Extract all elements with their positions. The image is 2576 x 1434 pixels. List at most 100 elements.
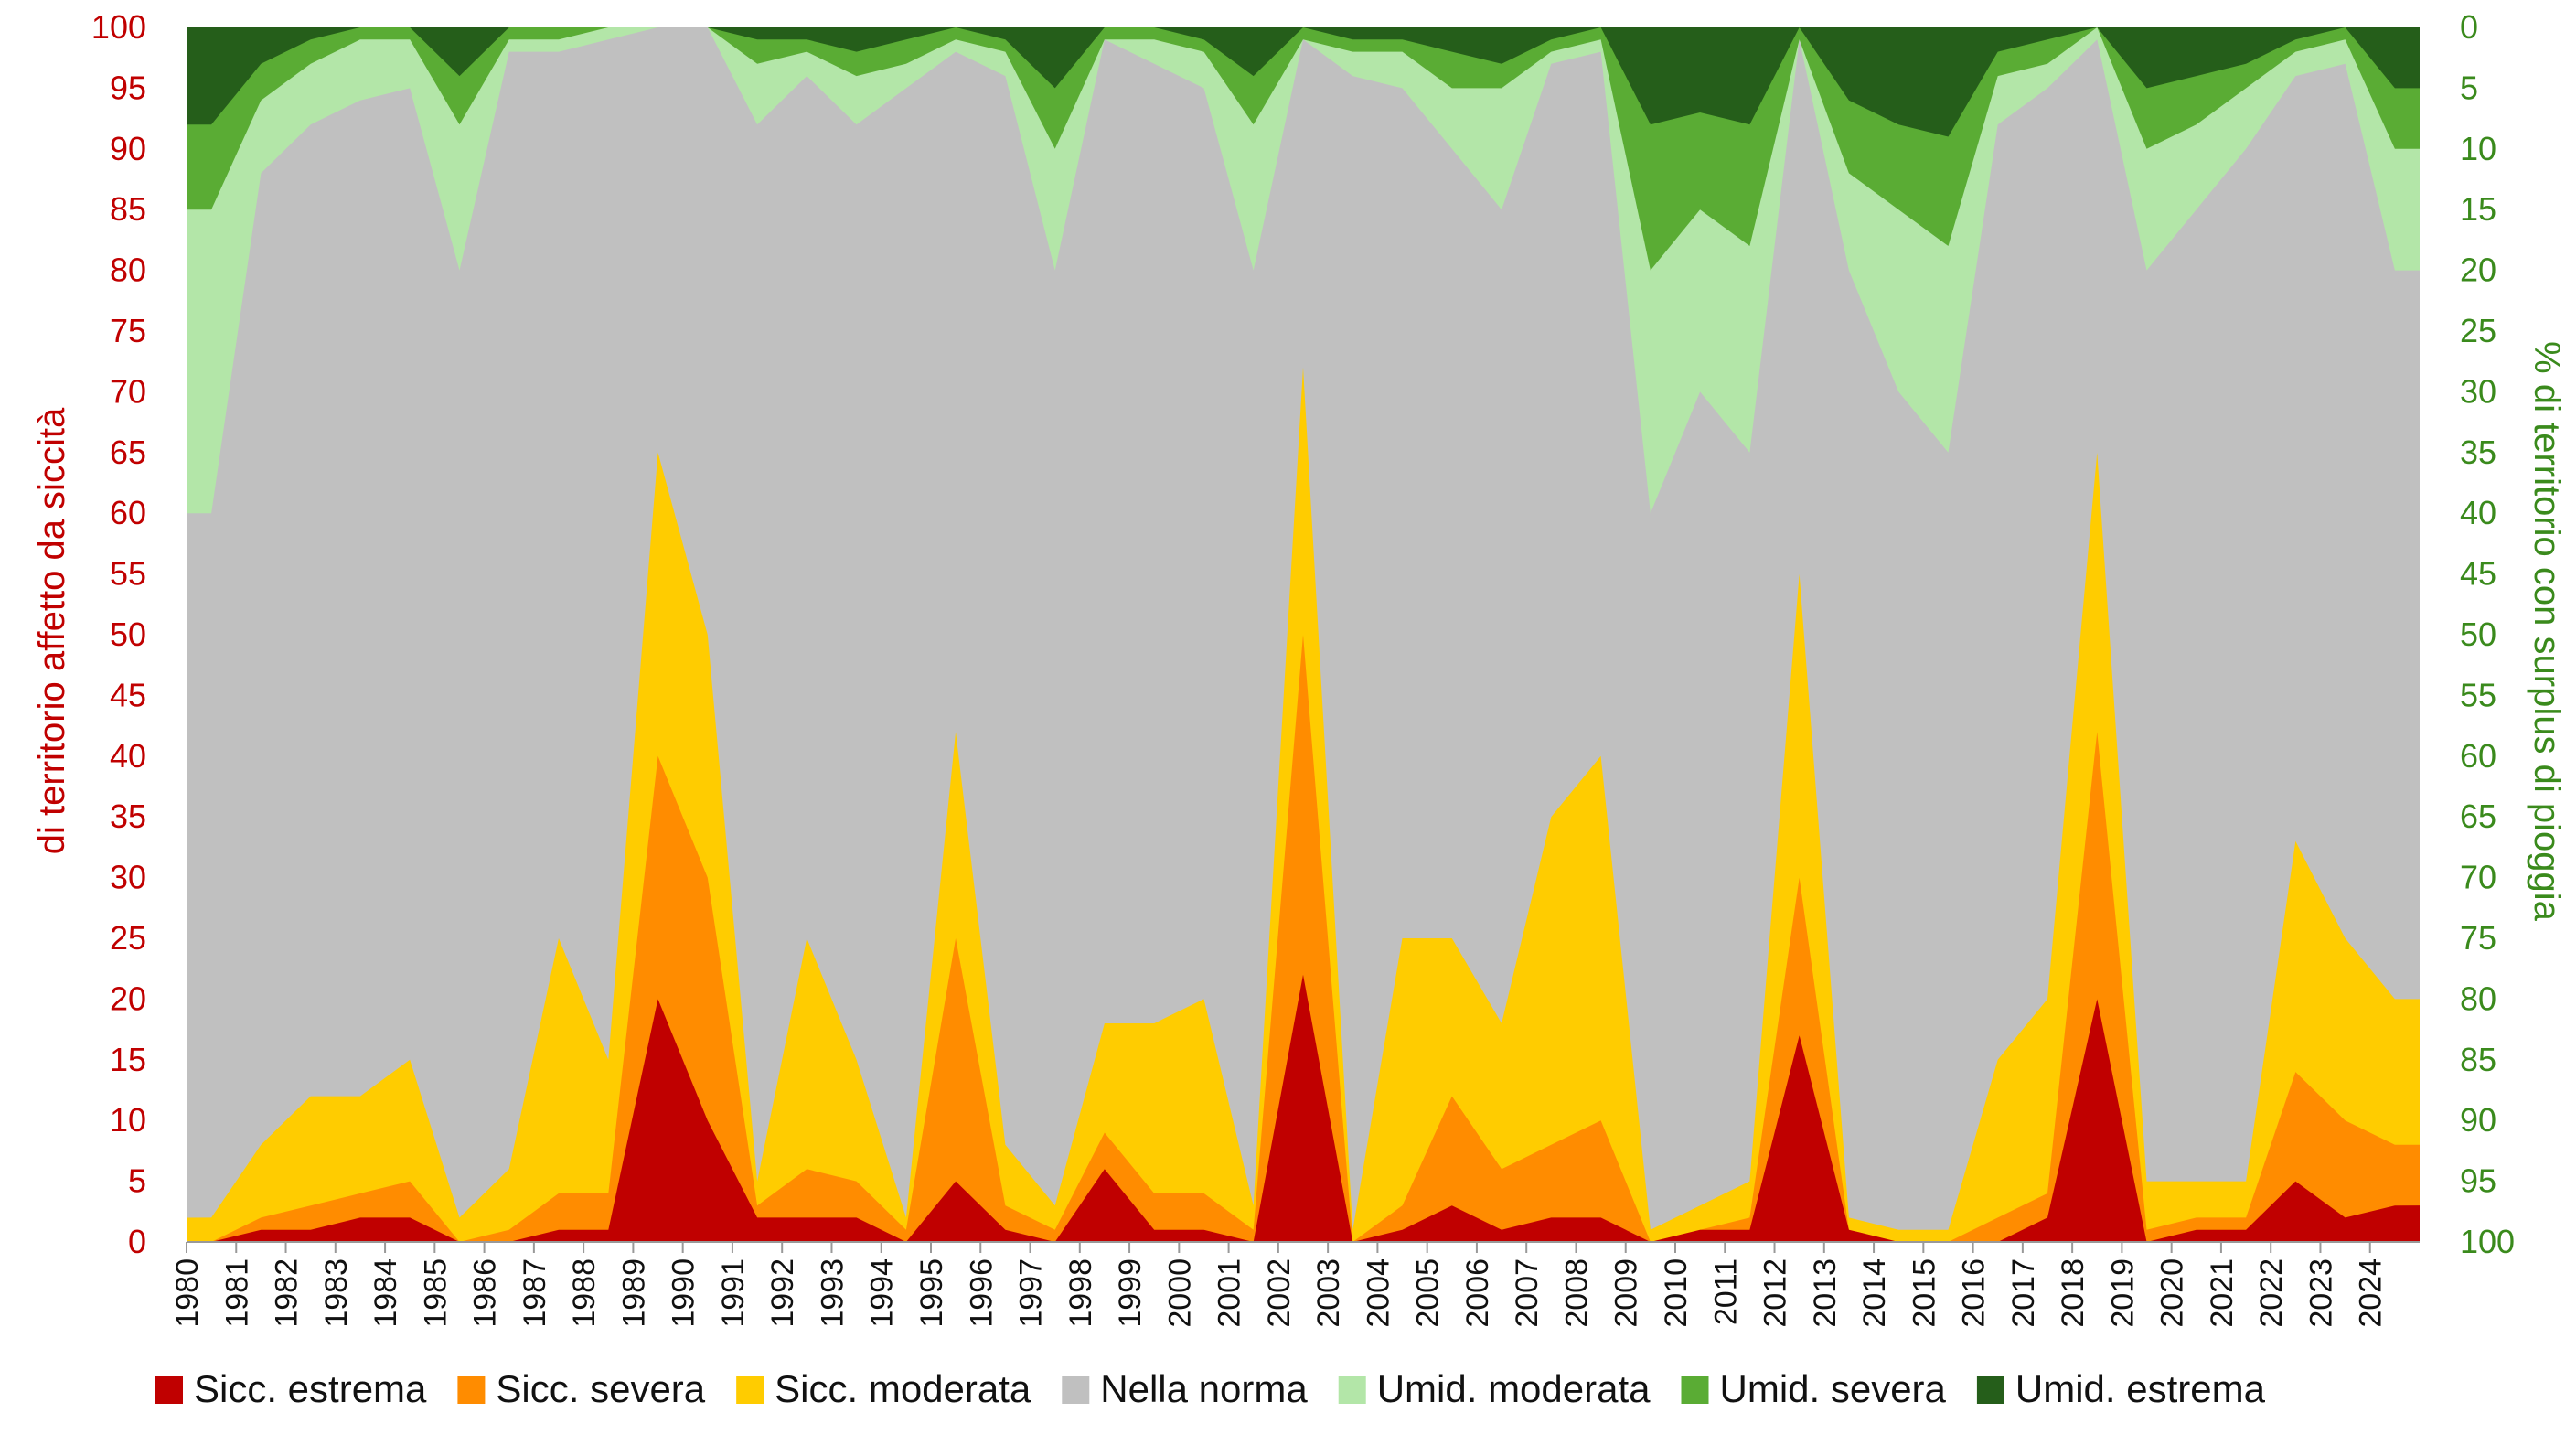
x-tick-label: 2006 bbox=[1460, 1258, 1495, 1328]
x-tick-label: 2017 bbox=[2006, 1258, 2041, 1328]
area-layers bbox=[187, 27, 2420, 1242]
left-tick-label: 55 bbox=[110, 555, 146, 593]
x-tick-label: 2015 bbox=[1907, 1258, 1941, 1328]
right-y-axis: 1009590858075706560555045403530252015105… bbox=[2460, 8, 2515, 1260]
left-tick-label: 30 bbox=[110, 859, 146, 896]
left-tick-label: 45 bbox=[110, 676, 146, 713]
left-tick-label: 50 bbox=[110, 615, 146, 653]
left-tick-label: 80 bbox=[110, 251, 146, 289]
x-tick-label: 1989 bbox=[616, 1258, 651, 1328]
x-tick-label: 1984 bbox=[369, 1258, 403, 1328]
left-tick-label: 10 bbox=[110, 1101, 146, 1139]
x-tick-label: 2000 bbox=[1162, 1258, 1197, 1328]
right-tick-label: 30 bbox=[2460, 372, 2496, 410]
x-tick-label: 2021 bbox=[2205, 1258, 2239, 1328]
right-tick-label: 60 bbox=[2460, 737, 2496, 775]
left-axis-title: di territorio affetto da siccità bbox=[32, 407, 72, 854]
x-tick-label: 2004 bbox=[1361, 1258, 1395, 1328]
x-tick-label: 2001 bbox=[1213, 1258, 1247, 1328]
x-axis: 1980 1981 1982 1983 1984 1985 1986 1987 1988 1989… bbox=[170, 1241, 2420, 1328]
x-tick-label: 1985 bbox=[418, 1258, 453, 1328]
left-tick-label: 5 bbox=[128, 1162, 146, 1200]
left-tick-label: 75 bbox=[110, 312, 146, 349]
legend-label: Sicc. estrema bbox=[194, 1367, 427, 1410]
left-tick-label: 25 bbox=[110, 919, 146, 957]
x-tick-label: 1996 bbox=[964, 1258, 999, 1328]
left-tick-label: 35 bbox=[110, 797, 146, 835]
x-tick-label: 2007 bbox=[1510, 1258, 1545, 1328]
left-tick-label: 100 bbox=[91, 8, 146, 46]
right-tick-label: 65 bbox=[2460, 797, 2496, 835]
left-tick-label: 70 bbox=[110, 372, 146, 410]
left-tick-label: 15 bbox=[110, 1041, 146, 1078]
right-tick-label: 15 bbox=[2460, 190, 2496, 228]
legend-swatch bbox=[457, 1376, 486, 1404]
x-tick-label: 1991 bbox=[716, 1258, 751, 1328]
right-tick-label: 5 bbox=[2460, 69, 2478, 106]
right-tick-label: 40 bbox=[2460, 494, 2496, 531]
x-tick-label: 1986 bbox=[468, 1258, 503, 1328]
legend-label: Umid. moderata bbox=[1377, 1367, 1651, 1410]
x-tick-label: 2019 bbox=[2105, 1258, 2140, 1328]
left-tick-label: 95 bbox=[110, 69, 146, 106]
x-tick-label: 2014 bbox=[1857, 1258, 1892, 1328]
legend-label: Umid. estrema bbox=[2015, 1367, 2266, 1410]
x-tick-label: 1981 bbox=[219, 1258, 254, 1328]
x-tick-label: 1997 bbox=[1014, 1258, 1049, 1328]
x-tick-label: 2011 bbox=[1708, 1258, 1743, 1325]
right-tick-label: 25 bbox=[2460, 312, 2496, 349]
right-tick-label: 45 bbox=[2460, 555, 2496, 593]
x-tick-label: 1995 bbox=[914, 1258, 949, 1328]
x-tick-label: 2012 bbox=[1758, 1258, 1793, 1328]
x-tick-label: 1998 bbox=[1064, 1258, 1098, 1328]
left-tick-label: 0 bbox=[128, 1223, 146, 1260]
legend-swatch bbox=[1062, 1376, 1090, 1404]
x-tick-label: 1999 bbox=[1113, 1258, 1148, 1328]
x-tick-label: 2009 bbox=[1609, 1258, 1644, 1328]
x-tick-label: 2024 bbox=[2354, 1258, 2389, 1328]
chart-legend: Sicc. estrema Sicc. severa Sicc. moderata N… bbox=[155, 1367, 2266, 1410]
left-tick-label: 65 bbox=[110, 433, 146, 471]
x-tick-label: 2020 bbox=[2155, 1258, 2190, 1328]
x-tick-label: 2005 bbox=[1411, 1258, 1446, 1328]
area-sicc-estrema bbox=[187, 974, 2420, 1242]
left-tick-label: 85 bbox=[110, 190, 146, 228]
x-tick-label: 1994 bbox=[865, 1258, 900, 1328]
right-tick-label: 20 bbox=[2460, 251, 2496, 289]
x-tick-label: 2022 bbox=[2254, 1258, 2289, 1328]
left-tick-label: 40 bbox=[110, 737, 146, 775]
legend-swatch bbox=[1338, 1376, 1366, 1404]
legend-label: Nella norma bbox=[1100, 1367, 1308, 1410]
right-tick-label: 70 bbox=[2460, 859, 2496, 896]
right-tick-label: 100 bbox=[2460, 1223, 2515, 1260]
right-tick-label: 85 bbox=[2460, 1041, 2496, 1078]
legend-swatch bbox=[1681, 1376, 1709, 1404]
right-tick-label: 90 bbox=[2460, 1101, 2496, 1139]
area-sicc-severa bbox=[187, 635, 2420, 1242]
legend-label: Sicc. severa bbox=[496, 1367, 705, 1410]
right-tick-label: 35 bbox=[2460, 433, 2496, 471]
x-tick-label: 1988 bbox=[567, 1258, 602, 1328]
legend-swatch bbox=[1976, 1376, 2004, 1404]
right-tick-label: 75 bbox=[2460, 919, 2496, 957]
legend-label: Umid. severa bbox=[1720, 1367, 1947, 1410]
left-tick-label: 90 bbox=[110, 130, 146, 167]
legend-swatch bbox=[736, 1376, 764, 1404]
legend-swatch bbox=[155, 1376, 183, 1404]
left-y-axis: 0 5 10 15 20 25 30 35 40 45 50 55 60 65 70 75 80 85 90 95 10… bbox=[91, 8, 146, 1260]
x-tick-label: 2023 bbox=[2304, 1258, 2339, 1328]
x-tick-label: 2018 bbox=[2056, 1258, 2090, 1328]
x-tick-label: 1992 bbox=[765, 1258, 800, 1328]
left-tick-label: 60 bbox=[110, 494, 146, 531]
x-tick-label: 2013 bbox=[1808, 1258, 1843, 1328]
right-tick-label: 0 bbox=[2460, 8, 2478, 46]
x-tick-label: 1982 bbox=[270, 1258, 305, 1328]
x-tick-label: 1987 bbox=[518, 1258, 552, 1328]
x-tick-label: 1983 bbox=[319, 1258, 354, 1328]
x-tick-label: 2002 bbox=[1262, 1258, 1297, 1328]
x-tick-label: 1993 bbox=[816, 1258, 850, 1328]
x-tick-label: 2003 bbox=[1311, 1258, 1346, 1328]
right-axis-title: % di territorio con surplus di pioggia bbox=[2527, 341, 2567, 921]
